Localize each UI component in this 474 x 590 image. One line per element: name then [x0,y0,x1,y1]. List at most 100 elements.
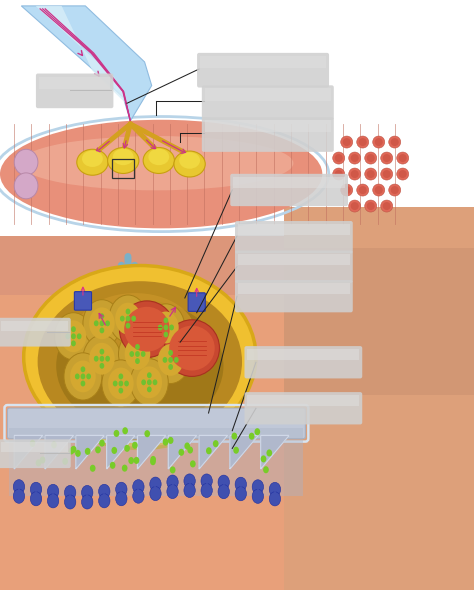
FancyBboxPatch shape [188,293,205,312]
FancyBboxPatch shape [238,254,350,265]
Ellipse shape [110,462,116,469]
Ellipse shape [351,154,359,162]
Ellipse shape [269,483,281,497]
Bar [284,248,474,395]
FancyBboxPatch shape [202,86,334,120]
FancyBboxPatch shape [197,53,329,87]
Ellipse shape [150,477,161,491]
Ellipse shape [137,366,162,398]
Ellipse shape [167,484,178,499]
Ellipse shape [150,458,156,466]
Ellipse shape [335,154,343,162]
Ellipse shape [81,381,85,386]
Ellipse shape [383,202,391,210]
Ellipse shape [367,154,375,162]
Ellipse shape [113,381,118,386]
Ellipse shape [357,136,369,148]
FancyBboxPatch shape [245,392,362,424]
Bar [0,0,474,295]
Ellipse shape [389,184,401,196]
FancyBboxPatch shape [247,395,359,407]
Ellipse shape [249,432,255,440]
Ellipse shape [359,186,367,194]
Polygon shape [45,435,73,469]
Ellipse shape [71,326,76,332]
Ellipse shape [116,482,127,496]
Ellipse shape [71,333,76,339]
FancyBboxPatch shape [205,88,331,100]
Ellipse shape [375,138,383,146]
Ellipse shape [75,450,81,457]
Ellipse shape [83,335,121,382]
Ellipse shape [19,136,293,191]
Ellipse shape [187,447,193,454]
Ellipse shape [179,152,200,169]
Ellipse shape [263,466,269,473]
Ellipse shape [94,356,99,362]
Polygon shape [168,435,197,469]
Ellipse shape [89,307,115,339]
Ellipse shape [179,449,184,456]
Ellipse shape [130,359,168,406]
Polygon shape [199,435,228,469]
Polygon shape [261,435,289,469]
Ellipse shape [75,293,195,373]
Ellipse shape [391,186,399,194]
Ellipse shape [89,343,115,375]
Ellipse shape [30,440,36,447]
Ellipse shape [61,320,86,352]
Ellipse shape [343,138,351,146]
Ellipse shape [118,373,123,379]
Ellipse shape [71,446,76,453]
Bar [112,159,134,178]
Ellipse shape [148,149,169,165]
Ellipse shape [147,379,152,385]
Ellipse shape [141,351,146,357]
Ellipse shape [201,474,212,488]
FancyBboxPatch shape [0,440,71,468]
Ellipse shape [397,168,409,180]
Ellipse shape [206,447,212,454]
Ellipse shape [90,465,96,472]
FancyBboxPatch shape [205,120,331,132]
Ellipse shape [365,168,377,180]
FancyBboxPatch shape [9,428,303,496]
Polygon shape [0,236,341,590]
Ellipse shape [153,312,179,343]
Ellipse shape [100,363,104,369]
Ellipse shape [218,475,229,489]
Ellipse shape [116,491,127,506]
Ellipse shape [122,464,128,471]
Ellipse shape [128,457,134,464]
Ellipse shape [343,186,351,194]
Ellipse shape [77,149,108,175]
Polygon shape [21,6,152,121]
Ellipse shape [24,266,256,448]
Ellipse shape [71,340,76,346]
Ellipse shape [134,457,139,464]
Ellipse shape [82,150,103,167]
Ellipse shape [150,487,161,501]
Ellipse shape [235,487,246,501]
Ellipse shape [120,316,125,322]
Ellipse shape [114,430,119,437]
Ellipse shape [231,432,237,440]
FancyBboxPatch shape [0,318,71,346]
Ellipse shape [164,324,168,330]
Ellipse shape [126,316,130,322]
Ellipse shape [82,495,93,509]
Ellipse shape [184,442,190,450]
Polygon shape [76,435,104,469]
FancyBboxPatch shape [238,224,350,235]
Ellipse shape [367,202,375,210]
Ellipse shape [119,301,174,358]
Ellipse shape [69,447,74,454]
Ellipse shape [174,357,179,363]
FancyBboxPatch shape [200,56,326,68]
Ellipse shape [56,300,223,432]
Ellipse shape [30,482,42,496]
Ellipse shape [133,480,144,494]
Ellipse shape [349,168,361,180]
FancyBboxPatch shape [39,77,110,88]
Ellipse shape [164,317,168,323]
